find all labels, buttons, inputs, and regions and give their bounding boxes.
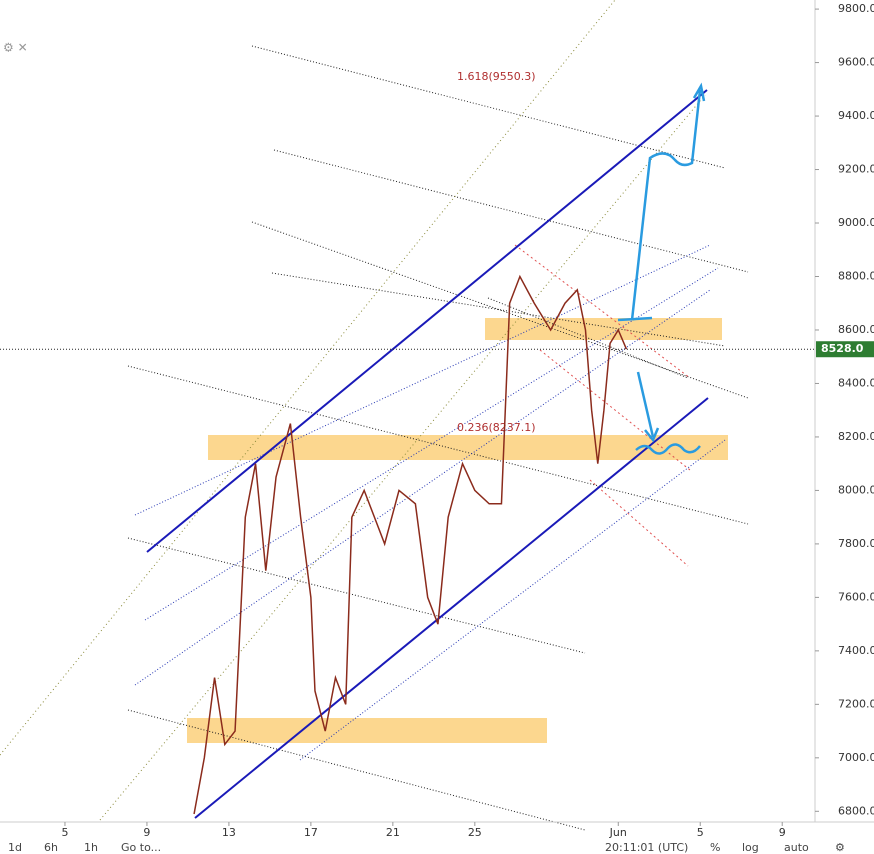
drawings: [0, 0, 815, 831]
x-tick-label: 17: [304, 826, 318, 839]
y-tick-label: 9000.0: [838, 216, 874, 229]
y-tick-label: 7000.0: [838, 751, 874, 764]
fib-label: 0.236(8237.1): [457, 421, 536, 434]
y-tick-label: 9200.0: [838, 163, 874, 176]
option[interactable]: %: [710, 841, 720, 854]
toolbar: 1d 6h 1h Go to... 20:11:01 (UTC) % log a…: [8, 841, 845, 854]
price-line-series: [193, 274, 628, 815]
x-tick-label: 5: [61, 826, 68, 839]
x-tick-label: 5: [697, 826, 704, 839]
channel-lines: [134, 244, 726, 761]
x-tick-label: 13: [222, 826, 236, 839]
channel: [146, 89, 709, 819]
zone: [187, 718, 547, 743]
option[interactable]: log: [742, 841, 759, 854]
trend-lines: [127, 45, 749, 831]
option[interactable]: auto: [784, 841, 809, 854]
settings[interactable]: ⚙: [835, 841, 845, 854]
fan-lines: [0, 0, 706, 821]
x-tick-label: 21: [386, 826, 400, 839]
x-tick-label: 9: [143, 826, 150, 839]
y-tick-label: 9600.0: [838, 56, 874, 69]
price-badge-label: 8528.0: [821, 342, 864, 355]
x-tick-label: Jun: [609, 826, 627, 839]
y-tick-label: 8000.0: [838, 483, 874, 496]
y-tick-label: 9800.0: [838, 2, 874, 15]
y-tick-label: 8800.0: [838, 269, 874, 282]
goto[interactable]: Go to...: [121, 841, 161, 854]
x-tick-label: 9: [779, 826, 786, 839]
y-tick-label: 7400.0: [838, 644, 874, 657]
y-tick-label: 6800.0: [838, 804, 874, 817]
y-tick-label: 7200.0: [838, 697, 874, 710]
interval[interactable]: 6h: [44, 841, 58, 854]
y-tick-label: 7800.0: [838, 537, 874, 550]
settings-icon[interactable]: ⚙ ✕: [3, 41, 28, 55]
clock: 20:11:01 (UTC): [605, 841, 688, 854]
price-badge: [816, 341, 874, 358]
y-tick-label: 8200.0: [838, 430, 874, 443]
x-tick-label: 25: [468, 826, 482, 839]
fib-label: 1.618(9550.3): [457, 70, 536, 83]
red-lines: [514, 244, 691, 567]
interval[interactable]: 1d: [8, 841, 22, 854]
interval[interactable]: 1h: [84, 841, 98, 854]
y-tick-label: 8600.0: [838, 323, 874, 336]
y-tick-label: 8400.0: [838, 376, 874, 389]
y-tick-label: 7600.0: [838, 590, 874, 603]
y-tick-label: 9400.0: [838, 109, 874, 122]
forecast-arrows: [617, 82, 706, 455]
zone: [485, 318, 722, 340]
